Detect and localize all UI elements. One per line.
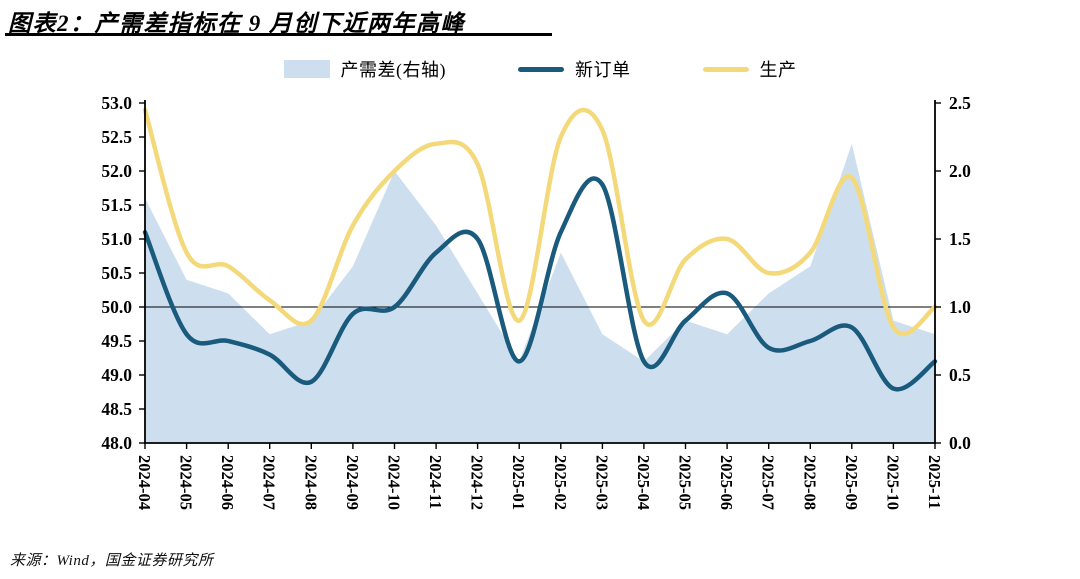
- x-axis-tick-label: 2025-08: [800, 455, 819, 510]
- x-axis-tick-label: 2024-12: [468, 455, 487, 510]
- legend-area-swatch: [283, 60, 330, 78]
- legend-label: 生产: [759, 60, 797, 80]
- x-axis-tick-label: 2024-05: [177, 455, 196, 510]
- x-axis-tick-label: 2025-07: [759, 455, 778, 510]
- x-axis-tick-label: 2025-10: [883, 455, 902, 510]
- right-axis-tick-label: 0.5: [949, 365, 971, 385]
- x-axis-tick-label: 2024-09: [343, 455, 362, 510]
- figure-title: 图表2：产需差指标在 9 月创下近两年高峰: [8, 11, 465, 36]
- x-axis-tick-label: 2024-10: [385, 455, 404, 510]
- left-axis-tick-label: 51.5: [101, 195, 132, 215]
- legend-line-swatch: [518, 66, 564, 72]
- left-axis-tick-label: 50.5: [101, 263, 132, 283]
- gap-area-series: [145, 143, 935, 444]
- x-axis-tick-label: 2025-05: [676, 455, 695, 510]
- x-axis-tick-label: 2025-04: [634, 455, 653, 510]
- title-underline: [5, 33, 552, 36]
- left-axis-tick-label: 53.0: [101, 93, 132, 113]
- x-axis-tick-label: 2024-04: [135, 455, 154, 510]
- right-axis-tick-label: 2.0: [949, 161, 971, 181]
- new-orders-line-series: [142, 176, 938, 392]
- x-axis-tick-label: 2025-01: [509, 455, 528, 510]
- left-axis-tick-label: 51.0: [101, 229, 132, 249]
- left-axis-tick-label: 48.0: [101, 433, 132, 453]
- left-axis-tick-label: 50.0: [101, 297, 132, 317]
- chart-legend: 产需差(右轴) 新订单 生产: [0, 56, 1080, 82]
- left-axis-tick-label: 48.5: [101, 399, 132, 419]
- legend-item-gap: 产需差(右轴): [283, 56, 447, 82]
- left-axis-tick-label: 52.5: [101, 127, 132, 147]
- source-note: 来源：Wind，国金证券研究所: [10, 553, 214, 569]
- right-axis-tick-label: 0.0: [949, 433, 971, 453]
- legend-item-new-orders: 新订单: [518, 56, 631, 82]
- x-axis-tick-label: 2025-02: [551, 455, 570, 510]
- x-axis-tick-label: 2025-11: [925, 455, 944, 509]
- legend-label: 产需差(右轴): [340, 60, 446, 80]
- legend-item-production: 生产: [702, 56, 797, 82]
- x-axis-tick-label: 2025-06: [717, 455, 736, 510]
- x-axis-tick-label: 2024-08: [301, 455, 320, 510]
- left-axis-tick-label: 49.5: [101, 331, 132, 351]
- production-line-series: [142, 107, 938, 337]
- left-axis-tick-label: 52.0: [101, 161, 132, 181]
- x-axis-tick-label: 2024-11: [426, 455, 445, 509]
- x-axis-tick-label: 2025-03: [592, 455, 611, 510]
- legend-line-swatch: [702, 66, 749, 72]
- right-axis-tick-label: 1.5: [949, 229, 971, 249]
- x-axis-tick-label: 2024-06: [218, 455, 237, 510]
- right-axis-tick-label: 2.5: [949, 93, 971, 113]
- right-axis-tick-label: 1.0: [949, 297, 971, 317]
- legend-label: 新订单: [575, 60, 631, 80]
- x-axis-tick-label: 2025-09: [842, 455, 861, 510]
- left-axis-tick-label: 49.0: [101, 365, 132, 385]
- x-axis-tick-label: 2024-07: [260, 455, 279, 510]
